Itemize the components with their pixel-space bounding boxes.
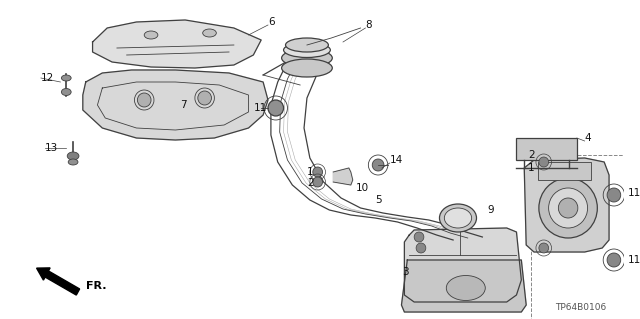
Text: 11: 11 (628, 188, 640, 198)
Polygon shape (404, 228, 522, 302)
Text: 7: 7 (180, 100, 187, 110)
Text: 13: 13 (45, 143, 58, 153)
Bar (516, 138, 577, 160)
Circle shape (268, 100, 284, 116)
Ellipse shape (68, 159, 78, 165)
Text: 11: 11 (628, 255, 640, 265)
Polygon shape (93, 20, 261, 68)
Text: 8: 8 (365, 20, 372, 30)
Ellipse shape (144, 31, 158, 39)
Text: 1: 1 (528, 163, 535, 173)
Circle shape (539, 157, 548, 167)
Text: 2: 2 (307, 178, 314, 188)
Circle shape (138, 93, 151, 107)
Bar (538, 162, 591, 180)
Text: 1: 1 (307, 167, 314, 177)
Text: 10: 10 (356, 183, 369, 193)
Circle shape (539, 178, 597, 238)
Ellipse shape (282, 59, 332, 77)
Polygon shape (333, 168, 353, 185)
Circle shape (372, 159, 384, 171)
Ellipse shape (282, 49, 332, 67)
Circle shape (313, 177, 323, 187)
Circle shape (548, 188, 588, 228)
Text: TP64B0106: TP64B0106 (556, 303, 607, 313)
Text: 2: 2 (528, 150, 535, 160)
Ellipse shape (285, 38, 328, 52)
Circle shape (313, 167, 323, 177)
Text: 12: 12 (41, 73, 54, 83)
Polygon shape (401, 260, 526, 312)
Ellipse shape (284, 42, 330, 57)
Ellipse shape (61, 75, 71, 81)
Text: 11: 11 (253, 103, 267, 113)
Circle shape (198, 91, 211, 105)
Text: 5: 5 (375, 195, 382, 205)
Polygon shape (524, 158, 609, 252)
Text: 9: 9 (487, 205, 494, 215)
Text: 6: 6 (268, 17, 275, 27)
Ellipse shape (444, 208, 472, 228)
Text: 3: 3 (403, 267, 409, 277)
Text: FR.: FR. (86, 281, 106, 291)
Bar (531, 155, 640, 319)
Ellipse shape (67, 152, 79, 160)
Circle shape (416, 243, 426, 253)
Text: 4: 4 (585, 133, 591, 143)
Circle shape (607, 253, 621, 267)
Text: 14: 14 (390, 155, 403, 165)
Ellipse shape (446, 276, 485, 300)
Circle shape (558, 198, 578, 218)
Circle shape (414, 232, 424, 242)
FancyArrow shape (36, 268, 79, 295)
Ellipse shape (203, 29, 216, 37)
Circle shape (539, 243, 548, 253)
Ellipse shape (61, 88, 71, 95)
Polygon shape (83, 70, 268, 140)
Ellipse shape (440, 204, 477, 232)
Circle shape (607, 188, 621, 202)
